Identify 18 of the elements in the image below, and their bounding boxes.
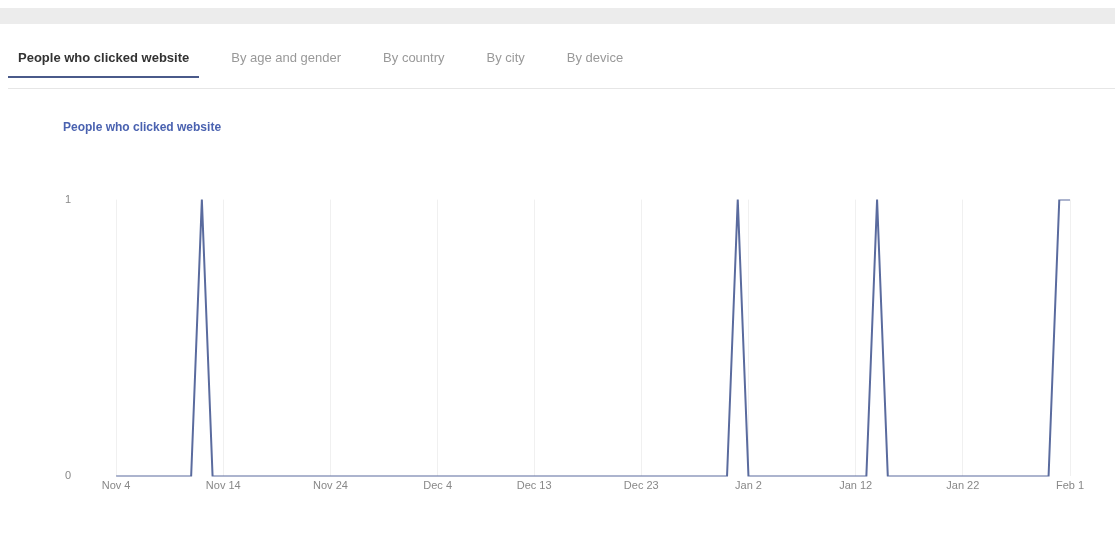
x-tick-label: Jan 22: [946, 479, 980, 492]
chart-title: People who clicked website: [63, 120, 222, 134]
x-tick-label: Dec 4: [423, 479, 453, 492]
x-tick-label: Dec 13: [516, 479, 552, 492]
x-tick-label: Jan 12: [839, 479, 873, 492]
x-tick-label: Nov 24: [313, 479, 348, 492]
text: By device: [565, 49, 625, 67]
x-tick-label: Nov 4: [101, 479, 131, 492]
x-tick-label: Jan 2: [735, 479, 762, 492]
y-tick-label: 1: [64, 192, 72, 205]
x-tick-label: Feb 1: [1055, 479, 1085, 492]
x-tick-label: Nov 14: [205, 479, 241, 492]
x-tick-label: Dec 23: [623, 479, 659, 492]
y-tick-label: 0: [64, 469, 72, 482]
text: People who clicked website: [8, 44, 200, 78]
text: By city: [485, 49, 526, 67]
text: By country: [382, 49, 446, 67]
text: By age and gender: [230, 49, 343, 67]
